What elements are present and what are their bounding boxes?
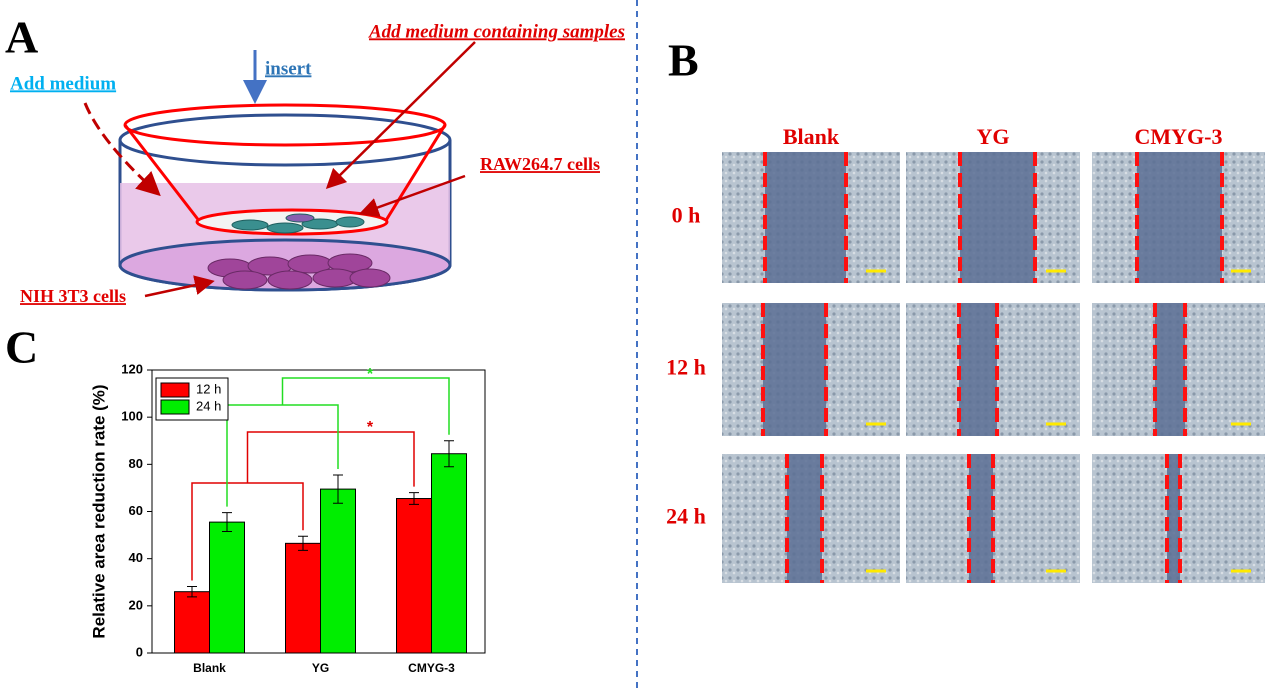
- column-label: Blank: [783, 124, 840, 149]
- wound-area: [1155, 303, 1185, 436]
- y-axis-label: Relative area reduction rate (%): [89, 384, 108, 638]
- column-label: YG: [977, 124, 1010, 149]
- bar: [396, 498, 432, 654]
- bar: [431, 453, 467, 654]
- wound-area: [960, 152, 1035, 283]
- y-tick-label: 80: [129, 456, 143, 471]
- error-bar: [187, 585, 197, 598]
- add-medium-samples-label: Add medium containing samples: [368, 21, 625, 42]
- add-medium-label: Add medium: [10, 73, 116, 94]
- insert-label: insert: [265, 58, 312, 79]
- y-tick-label: 0: [136, 644, 143, 659]
- error-bar: [298, 535, 308, 551]
- significance-bracket: [226, 377, 450, 507]
- nih-cells-label: NIH 3T3 cells: [20, 286, 126, 306]
- raw-cells-label: RAW264.7 cells: [480, 154, 600, 174]
- wound-area: [765, 152, 846, 283]
- wound-area: [1137, 152, 1222, 283]
- panel-label: B: [668, 35, 699, 86]
- legend-label: 12 h: [196, 381, 221, 396]
- x-tick-label: CMYG-3: [408, 661, 455, 675]
- wound-area: [763, 303, 826, 436]
- significance-bracket: [191, 431, 415, 581]
- x-tick-label: Blank: [193, 661, 226, 675]
- panel-label: C: [5, 322, 38, 373]
- y-tick-label: 20: [129, 597, 143, 612]
- row-label: 0 h: [672, 203, 701, 228]
- y-tick-label: 60: [129, 503, 143, 518]
- x-tick-label: YG: [312, 661, 329, 675]
- y-tick-label: 120: [121, 361, 143, 376]
- panel-label: A: [5, 12, 38, 63]
- legend-label: 24 h: [196, 398, 221, 413]
- wound-area: [1167, 454, 1180, 583]
- bar: [285, 542, 321, 654]
- bar: [320, 488, 356, 654]
- wound-area: [959, 303, 997, 436]
- legend-swatch: [160, 382, 190, 398]
- error-bar: [222, 512, 232, 533]
- legend-swatch: [160, 399, 190, 415]
- dish-diagram: [83, 41, 476, 298]
- row-label: 12 h: [666, 355, 706, 380]
- wound-area: [969, 454, 993, 583]
- wound-area: [787, 454, 822, 583]
- bar-chart: 0 20 40 60 80 100 120 Relative area reduction r…: [89, 361, 486, 675]
- significance-star: *: [367, 419, 374, 436]
- significance-star: *: [367, 366, 374, 383]
- column-label: CMYG-3: [1135, 124, 1223, 149]
- error-bar: [409, 492, 419, 505]
- error-bar: [333, 474, 343, 504]
- bar: [174, 591, 210, 654]
- row-label: 24 h: [666, 504, 706, 529]
- error-bar: [444, 440, 454, 468]
- bar: [209, 521, 245, 654]
- y-tick-label: 40: [129, 550, 143, 565]
- y-tick-label: 100: [121, 409, 143, 424]
- micrographs: Blank YG CMYG-3 0 h 12 h 24 h: [666, 124, 1265, 583]
